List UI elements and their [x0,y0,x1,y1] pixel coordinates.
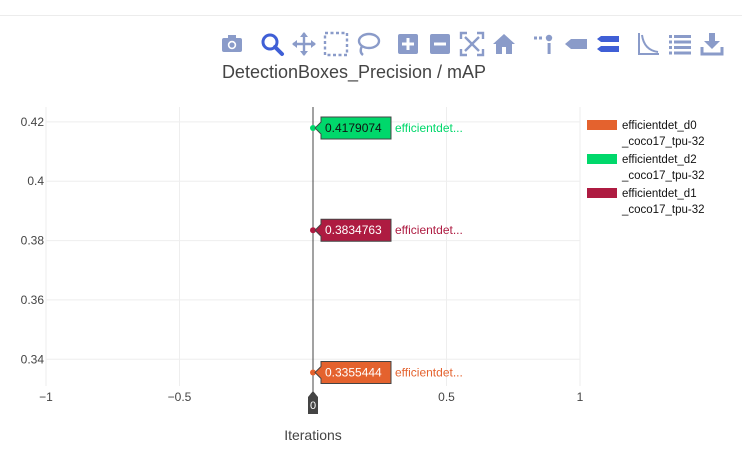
x-tick-label: 0.5 [438,390,455,404]
hover-box [314,116,392,140]
y-tick-label: 0.4 [27,174,44,188]
legend-item[interactable]: efficientdet_d2 _coco17_tpu-32 [587,152,737,186]
x-tick-label: −1 [39,390,53,404]
hover-series-name: efficientdet... [395,121,463,135]
x-tick-label: −0.5 [168,390,192,404]
legend-swatch [587,188,617,198]
zoom-out-icon[interactable] [426,30,454,58]
hover-box [314,218,392,242]
reset-axes-icon[interactable] [490,30,518,58]
hover-value: 0.3355444 [325,366,382,380]
autoscale-icon[interactable] [458,30,486,58]
hover-spike: 0 [308,107,318,414]
y-tick-labels: 0.34 0.36 0.38 0.4 0.42 [21,115,45,366]
zoom-in-icon[interactable] [394,30,422,58]
x-axis-label: Iterations [284,427,342,443]
y-tick-label: 0.38 [21,234,45,248]
zoom-icon[interactable] [258,30,286,58]
hover-labels: 0.3355444 efficientdet... 0.4179074 efficie… [314,116,463,385]
hover-value: 0.4179074 [325,121,382,135]
x-tick-label: 1 [577,390,584,404]
legend-item[interactable]: efficientdet_d1 _coco17_tpu-32 [587,186,737,220]
hover-series-name: efficientdet... [395,223,463,237]
hover-label: 0.3355444 efficientdet... [314,361,463,385]
legend-label: efficientdet_d2 _coco17_tpu-32 [622,154,705,182]
lasso-select-icon[interactable] [354,30,382,58]
hover-compare-icon[interactable] [594,30,622,58]
download-data-icon[interactable] [698,30,726,58]
y-tick-label: 0.42 [21,115,45,129]
camera-icon[interactable] [218,30,246,58]
data-point[interactable] [310,125,316,132]
data-points[interactable] [310,125,316,376]
data-point[interactable] [310,227,316,234]
data-point[interactable] [310,369,316,376]
hover-series-name: efficientdet... [395,366,463,380]
y-tick-label: 0.34 [21,352,45,366]
log-scale-icon[interactable] [634,30,662,58]
x-hover-label: 0 [310,400,316,412]
legend-label: efficientdet_d0 _coco17_tpu-32 [622,120,705,148]
legend-label: efficientdet_d1 _coco17_tpu-32 [622,188,705,216]
legend-swatch [587,154,617,164]
hover-label: 0.4179074 efficientdet... [314,116,463,140]
hover-value: 0.3834763 [325,223,382,237]
legend-swatch [587,120,617,130]
chart-title: DetectionBoxes_Precision / mAP [221,62,487,82]
y-tick-label: 0.36 [21,293,45,307]
spike-lines-icon[interactable] [530,30,558,58]
x-hover-badge [308,391,318,414]
pan-icon[interactable] [290,30,318,58]
hover-box [314,361,392,385]
legend: efficientdet_d0 _coco17_tpu-32 efficientde… [587,118,737,220]
legend-item[interactable]: efficientdet_d0 _coco17_tpu-32 [587,118,737,152]
box-select-icon[interactable] [322,30,350,58]
hover-closest-icon[interactable] [562,30,590,58]
top-divider [0,15,742,16]
table-icon[interactable] [666,30,694,58]
hover-label: 0.3834763 efficientdet... [314,218,463,242]
